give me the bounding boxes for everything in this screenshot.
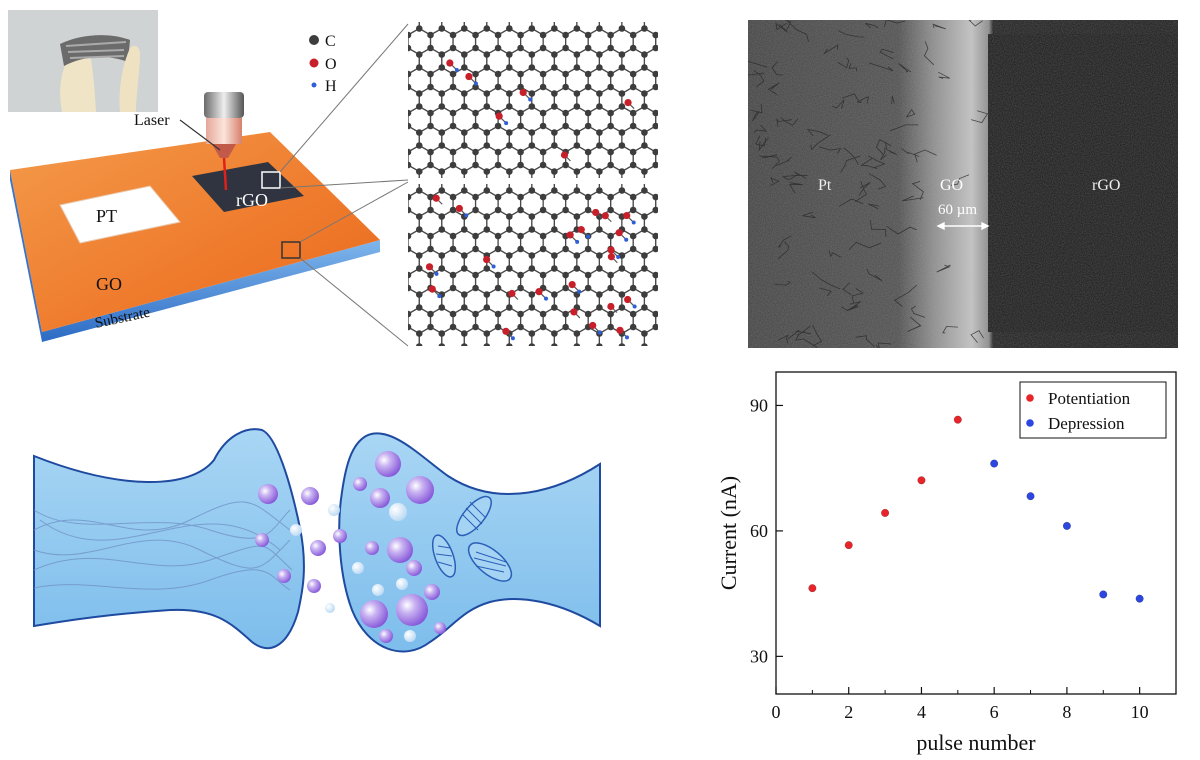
pt-label: PT: [96, 206, 117, 226]
y-tick-label: 60: [750, 521, 768, 541]
x-tick-label: 10: [1131, 702, 1149, 722]
vesicle: [360, 600, 388, 628]
rgo-label: rGO: [236, 190, 268, 210]
potentiation-point: [953, 415, 962, 424]
y-tick-label: 90: [750, 395, 768, 415]
x-tick-label: 6: [990, 702, 999, 722]
potentiation-point: [844, 541, 853, 550]
depression-point: [1062, 521, 1071, 530]
flexible-device-photo: [8, 10, 158, 112]
synapse-illustration: [33, 428, 601, 653]
atom-legend: C O H: [309, 33, 337, 95]
y-tick-label: 30: [750, 646, 768, 666]
sem-pt-label: Pt: [818, 177, 832, 194]
vesicle: [353, 477, 367, 491]
vesicle: [434, 622, 446, 634]
legend-depression-marker: [1026, 419, 1034, 427]
x-tick-label: 2: [844, 702, 853, 722]
data-points: [808, 415, 1144, 603]
legend-potentiation-label: Potentiation: [1048, 389, 1131, 408]
vesicle: [290, 524, 302, 536]
potentiation-point: [808, 584, 817, 593]
vesicle: [404, 630, 416, 642]
legend: Potentiation Depression: [1019, 381, 1167, 439]
cytoskeleton-filaments: [33, 501, 293, 591]
potentiation-point: [917, 476, 926, 485]
legend-potentiation-marker: [1026, 394, 1034, 402]
vesicle: [307, 579, 321, 593]
vesicle: [424, 584, 440, 600]
vesicle: [375, 451, 401, 477]
vesicle: [406, 476, 434, 504]
presynaptic-terminal: [33, 428, 305, 649]
vesicle: [333, 529, 347, 543]
legend-depression-label: Depression: [1048, 414, 1125, 433]
go-label: GO: [96, 274, 122, 294]
vesicle: [406, 560, 422, 576]
laser-head: [179, 92, 244, 191]
rgo-lattice-inset: [408, 22, 658, 178]
scale-bar: [936, 221, 990, 231]
x-tick-label: 4: [917, 702, 926, 722]
laser-label: Laser: [134, 112, 170, 129]
vesicle: [396, 594, 428, 626]
x-tick-label: 8: [1062, 702, 1071, 722]
vesicle: [396, 578, 408, 590]
vesicle: [387, 537, 413, 563]
potentiation-point: [881, 508, 890, 517]
depression-point: [1099, 590, 1108, 599]
vesicle: [365, 541, 379, 555]
vesicle: [379, 629, 393, 643]
y-axis-label: Current (nA): [716, 476, 741, 590]
depression-point: [990, 459, 999, 468]
vesicle: [328, 504, 340, 516]
vesicle: [389, 503, 407, 521]
vesicle: [301, 487, 319, 505]
vesicle: [258, 484, 278, 504]
vesicle: [372, 584, 384, 596]
sem-go-label: GO: [940, 177, 963, 194]
vesicle: [310, 540, 326, 556]
vesicle: [325, 603, 335, 613]
x-tick-label: 0: [772, 702, 781, 722]
legend-c: C: [325, 33, 336, 50]
plot-frame: [775, 371, 1177, 695]
mitochondria: [431, 495, 513, 582]
legend-h: H: [325, 78, 337, 95]
vesicle: [277, 569, 291, 583]
vesicle: [370, 488, 390, 508]
laser-writing-schematic: Laser PT rGO GO Substrate C O H: [8, 10, 658, 347]
sem-scale-label: 60 µm: [938, 202, 977, 218]
x-axis-label: pulse number: [916, 730, 1036, 755]
sem-image: Pt GO 60 µm rGO: [748, 20, 1178, 348]
device-slab: [10, 23, 409, 347]
synaptic-vesicles: [255, 451, 446, 643]
sem-rgo-label: rGO: [1092, 177, 1120, 194]
depression-point: [1135, 594, 1144, 603]
vesicle: [352, 562, 364, 574]
legend-o: O: [325, 56, 337, 73]
go-lattice-inset: [408, 184, 658, 346]
axis-ticks: 0 2 4 6 8 10 30 60 90: [750, 395, 1149, 722]
vesicle: [255, 533, 269, 547]
depression-point: [1026, 492, 1035, 501]
